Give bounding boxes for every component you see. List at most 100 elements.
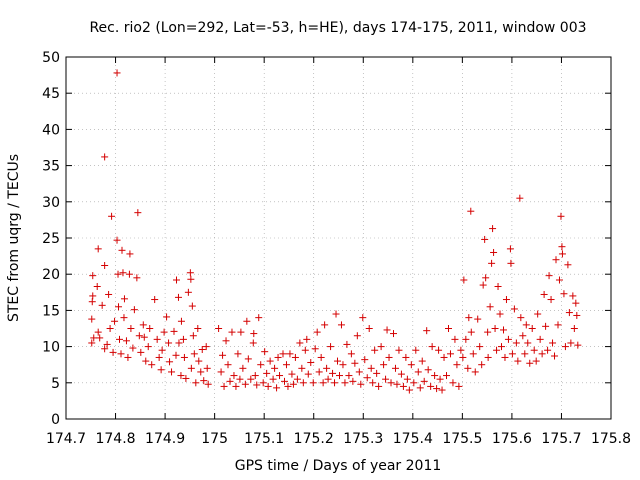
data-point <box>289 380 297 388</box>
data-point <box>357 380 365 388</box>
data-point <box>414 368 422 376</box>
data-point <box>198 345 206 353</box>
data-point <box>547 296 555 304</box>
data-point <box>375 382 383 390</box>
y-tick-label: 0 <box>51 412 60 428</box>
y-tick-label: 30 <box>42 195 60 211</box>
data-point <box>460 276 468 284</box>
data-point <box>139 321 147 329</box>
x-tick-label: 174.8 <box>95 431 135 447</box>
data-point <box>124 353 132 361</box>
data-point <box>202 343 210 351</box>
data-point <box>276 372 284 380</box>
data-point <box>101 345 109 353</box>
data-point <box>453 361 461 369</box>
data-point <box>228 328 236 336</box>
data-point <box>113 236 121 244</box>
data-point <box>457 346 465 354</box>
data-point <box>249 339 257 347</box>
data-point <box>134 209 142 217</box>
data-point <box>317 353 325 361</box>
data-point <box>393 380 401 388</box>
data-point <box>389 330 397 338</box>
data-point <box>192 379 200 387</box>
grid-layer <box>66 57 611 419</box>
data-point <box>462 335 470 343</box>
data-point <box>402 353 410 361</box>
data-point <box>307 359 315 367</box>
data-point <box>464 364 472 372</box>
y-tick-label: 5 <box>51 376 60 392</box>
x-tick-label: 175 <box>201 431 228 447</box>
x-tick-label: 175.1 <box>244 431 284 447</box>
data-point <box>502 296 510 304</box>
data-point <box>324 375 332 383</box>
data-point <box>219 351 227 359</box>
data-point <box>133 274 141 282</box>
data-point <box>96 334 104 342</box>
data-point <box>187 364 195 372</box>
data-point <box>105 290 113 298</box>
data-point <box>469 350 477 358</box>
data-point <box>455 382 463 390</box>
y-tick-label: 40 <box>42 122 60 138</box>
data-point <box>142 357 150 365</box>
y-tick-labels: 0 5 10 15 20 25 30 35 40 45 50 <box>42 50 60 428</box>
chart-title: Rec. rio2 (Lon=292, Lat=-53, h=HE), days… <box>89 20 586 36</box>
data-point <box>108 212 116 220</box>
data-point <box>536 335 544 343</box>
data-point <box>552 256 560 264</box>
data-point <box>385 353 393 361</box>
data-point <box>179 335 187 343</box>
data-point <box>433 385 441 393</box>
data-point <box>163 313 171 321</box>
data-point <box>184 288 192 296</box>
data-point <box>427 382 435 390</box>
data-point <box>129 344 137 352</box>
data-point <box>327 343 335 351</box>
data-point <box>250 330 258 338</box>
data-point <box>220 382 228 390</box>
data-point <box>530 346 538 354</box>
data-point <box>323 364 331 372</box>
data-point <box>106 325 114 332</box>
data-point <box>387 379 395 387</box>
data-point <box>512 339 520 347</box>
data-point <box>407 361 415 369</box>
data-point <box>174 293 182 301</box>
data-point <box>222 337 230 345</box>
data-point <box>339 361 347 369</box>
data-point <box>510 305 518 313</box>
data-point <box>371 346 379 354</box>
data-point <box>337 321 345 329</box>
data-point <box>490 248 498 256</box>
data-point <box>140 333 148 341</box>
data-point <box>484 328 492 336</box>
data-point <box>435 346 443 354</box>
data-point <box>197 368 205 376</box>
data-point <box>195 357 203 365</box>
y-tick-label: 15 <box>42 303 60 319</box>
data-point <box>269 375 277 383</box>
data-point <box>380 361 388 369</box>
data-point <box>451 335 459 343</box>
data-point <box>343 340 351 348</box>
data-point <box>234 350 242 358</box>
data-point <box>241 380 249 388</box>
data-point <box>496 310 504 318</box>
data-point <box>532 357 540 365</box>
data-point <box>109 348 117 356</box>
data-point <box>126 250 134 258</box>
data-point <box>89 292 97 300</box>
data-point <box>175 339 183 347</box>
data-point <box>282 361 290 369</box>
data-point <box>116 335 124 343</box>
data-point <box>361 356 369 364</box>
data-point <box>298 364 306 372</box>
data-point <box>516 194 524 202</box>
data-point <box>499 326 507 334</box>
data-point <box>296 339 304 347</box>
data-point <box>239 364 247 372</box>
data-point <box>524 339 532 347</box>
x-tick-label: 175.2 <box>294 431 334 447</box>
